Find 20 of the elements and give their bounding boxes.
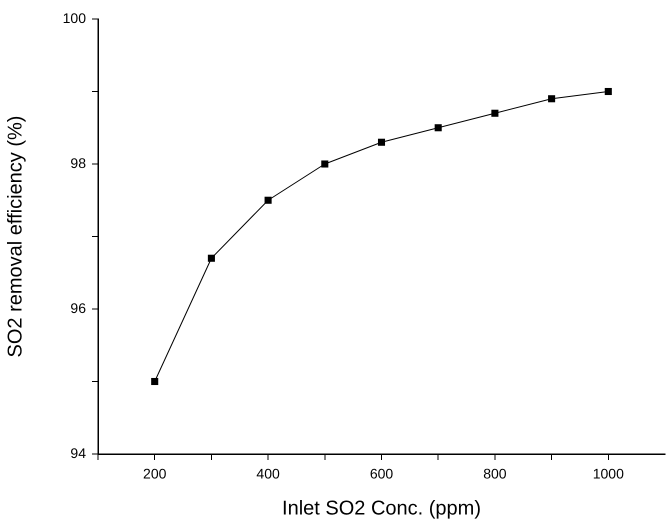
- y-axis-title: SO2 removal efficiency (%): [4, 116, 27, 358]
- point: [264, 196, 272, 204]
- y-tick-label: 94: [70, 444, 86, 461]
- point: [548, 95, 556, 102]
- y-tick-label: 98: [70, 154, 86, 171]
- x-tick-label: 200: [143, 465, 167, 482]
- x-tick-label: 1000: [592, 465, 624, 482]
- point: [321, 160, 328, 168]
- point: [434, 124, 442, 132]
- y-tick-label: 100: [62, 10, 86, 26]
- x-tick-label: 400: [256, 465, 280, 482]
- point: [151, 378, 158, 386]
- point: [378, 138, 386, 146]
- point: [208, 254, 215, 262]
- x-tick-label: 800: [483, 465, 507, 482]
- x-tick-label: 600: [370, 465, 394, 482]
- y-tick-label: 96: [70, 300, 86, 316]
- x-axis-title: Inlet SO2 Conc. (ppm): [282, 498, 481, 520]
- point: [491, 110, 498, 117]
- point: [604, 88, 612, 96]
